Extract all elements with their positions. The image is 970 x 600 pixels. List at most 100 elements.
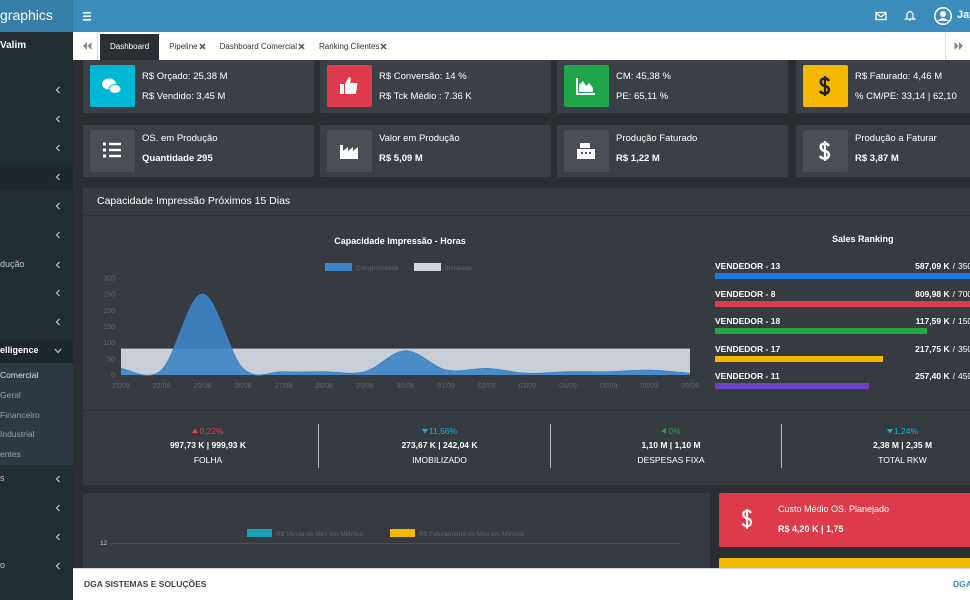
stats-rule bbox=[83, 410, 970, 411]
stats-divider bbox=[781, 424, 782, 468]
chevron[interactable] bbox=[54, 504, 62, 512]
user-head bbox=[940, 11, 946, 17]
ranking-value: 117,59 K/150,00 K bbox=[916, 316, 970, 326]
chevron-shape bbox=[55, 86, 60, 94]
stat-change: 0% bbox=[611, 426, 731, 436]
tab-scroll-right[interactable] bbox=[954, 42, 963, 50]
tab-close[interactable] bbox=[380, 42, 387, 50]
triangle bbox=[421, 429, 428, 434]
stat-label: DESPESAS FIXA bbox=[637, 455, 705, 465]
icon bbox=[576, 78, 595, 95]
chevron[interactable] bbox=[54, 475, 62, 483]
chevron[interactable] bbox=[54, 562, 62, 570]
alert-title: Custo Médio OS. Planejado bbox=[778, 504, 890, 514]
sidebar-item[interactable]: dução bbox=[0, 259, 25, 269]
user-body bbox=[937, 18, 949, 21]
sidebar-subitem[interactable]: Geral bbox=[0, 389, 21, 400]
x-tick-label: 03/09 bbox=[519, 383, 537, 390]
area-icon bbox=[576, 78, 595, 95]
chevron[interactable] bbox=[54, 261, 62, 269]
ranking-separator: / bbox=[952, 316, 955, 326]
x-tick-label: 05/09 bbox=[600, 383, 618, 390]
info-box-text: R$ Faturado: 4,46 M bbox=[855, 71, 943, 82]
triangle bbox=[886, 429, 893, 434]
x-tick-label: 04/09 bbox=[559, 383, 577, 390]
info-box-text: R$ Vendido: 3,45 M bbox=[142, 91, 226, 102]
info-box-text: R$ Conversão: 14 % bbox=[379, 71, 467, 82]
info-box-text: Valor em Produção bbox=[379, 133, 460, 144]
ranking-title: Sales Ranking bbox=[832, 234, 894, 244]
sidebar-item[interactable]: o bbox=[0, 560, 6, 570]
triangle bbox=[661, 428, 667, 434]
sidebar-subitem[interactable]: Industrial bbox=[0, 429, 35, 440]
footer-right[interactable]: DGA bbox=[953, 579, 970, 589]
tab[interactable]: Ranking Clientes bbox=[315, 34, 391, 60]
chevron[interactable] bbox=[54, 533, 62, 541]
chevron[interactable] bbox=[54, 202, 62, 210]
ranking-bar bbox=[715, 355, 883, 362]
tab[interactable]: Dashboard Comercial bbox=[216, 34, 309, 60]
tab-scroll-left[interactable] bbox=[83, 42, 92, 50]
menu-bar-line bbox=[83, 19, 91, 21]
tab-divider bbox=[97, 32, 98, 60]
mail-icon bbox=[875, 11, 887, 21]
thumb bbox=[345, 77, 358, 94]
footer-left: DGA SISTEMAS E SOLUÇÕES bbox=[84, 579, 207, 589]
legend-label: Comprometida bbox=[356, 265, 399, 272]
chevron-shape bbox=[55, 318, 60, 326]
tab-close[interactable] bbox=[298, 42, 305, 50]
sidebar-subitem[interactable]: entes bbox=[0, 449, 21, 460]
tab-bar bbox=[73, 32, 970, 60]
list-dot bbox=[103, 148, 106, 152]
stat-arrow bbox=[192, 428, 199, 433]
ranking-name: VENDEDOR - 8 bbox=[715, 288, 776, 299]
ranking-target: 150,00 K bbox=[957, 316, 970, 326]
chevron[interactable] bbox=[54, 231, 62, 239]
chevron[interactable] bbox=[54, 318, 62, 326]
y-tick-label: 100 bbox=[103, 340, 115, 347]
area-fill bbox=[579, 81, 593, 92]
chevron[interactable] bbox=[54, 115, 62, 123]
ranking-actual: 257,40 K bbox=[915, 371, 950, 381]
info-box-icon bbox=[90, 65, 135, 107]
info-box-text: R$ Orçado: 25,38 M bbox=[142, 71, 228, 82]
chevron-shape bbox=[55, 504, 60, 512]
chevron-shape bbox=[55, 475, 60, 483]
info-box-text: R$ 1,22 M bbox=[616, 153, 660, 164]
ranking-separator: / bbox=[952, 261, 955, 271]
tab[interactable]: Dashboard bbox=[100, 34, 160, 60]
legend-swatch bbox=[247, 529, 272, 537]
sidebar-subitem[interactable]: Financeiro bbox=[0, 409, 40, 420]
chevron-shape bbox=[54, 348, 62, 354]
stat-label: TOTAL RKW bbox=[878, 455, 927, 465]
chevron[interactable] bbox=[54, 144, 62, 152]
tab[interactable]: Pipeline bbox=[165, 34, 209, 60]
ranking-name: VENDEDOR - 11 bbox=[715, 371, 780, 381]
user-name: Jay bbox=[957, 9, 970, 21]
arrow-shape bbox=[954, 42, 963, 50]
chevron[interactable] bbox=[54, 347, 62, 355]
ranking-value: 217,75 K/350,00 K bbox=[915, 344, 970, 354]
x-tick-label: 22/08 bbox=[153, 383, 171, 390]
sidebar-subitem[interactable]: Comercial bbox=[0, 370, 39, 380]
menu-toggle[interactable] bbox=[82, 10, 94, 22]
envelope bbox=[875, 11, 887, 21]
x-tick-label: 01/09 bbox=[437, 383, 455, 390]
stat-values: 2,38 M | 2,35 M bbox=[872, 440, 933, 450]
info-box-text: R$ 3,87 M bbox=[855, 153, 899, 164]
chevron[interactable] bbox=[54, 173, 62, 181]
x-tick-label: 23/08 bbox=[194, 383, 212, 390]
sidebar-item[interactable]: elligence bbox=[0, 345, 39, 355]
panel-title: Capacidade Impressão Próximos 15 Dias bbox=[97, 195, 291, 207]
chevron-shape bbox=[55, 261, 60, 269]
info-box-text: % CM/PE: 33,14 | 62,10 bbox=[855, 91, 957, 102]
chevron[interactable] bbox=[54, 86, 62, 94]
tab-label: Ranking Clientes bbox=[318, 42, 380, 51]
sidebar-item[interactable]: s bbox=[0, 473, 5, 483]
chevron[interactable] bbox=[54, 289, 62, 297]
ranking-value: 587,09 K/350,00 K bbox=[915, 261, 970, 271]
info-box-text: Produção Faturado bbox=[616, 133, 698, 144]
tab-close[interactable] bbox=[199, 42, 206, 50]
panel-header-rule bbox=[83, 215, 970, 216]
